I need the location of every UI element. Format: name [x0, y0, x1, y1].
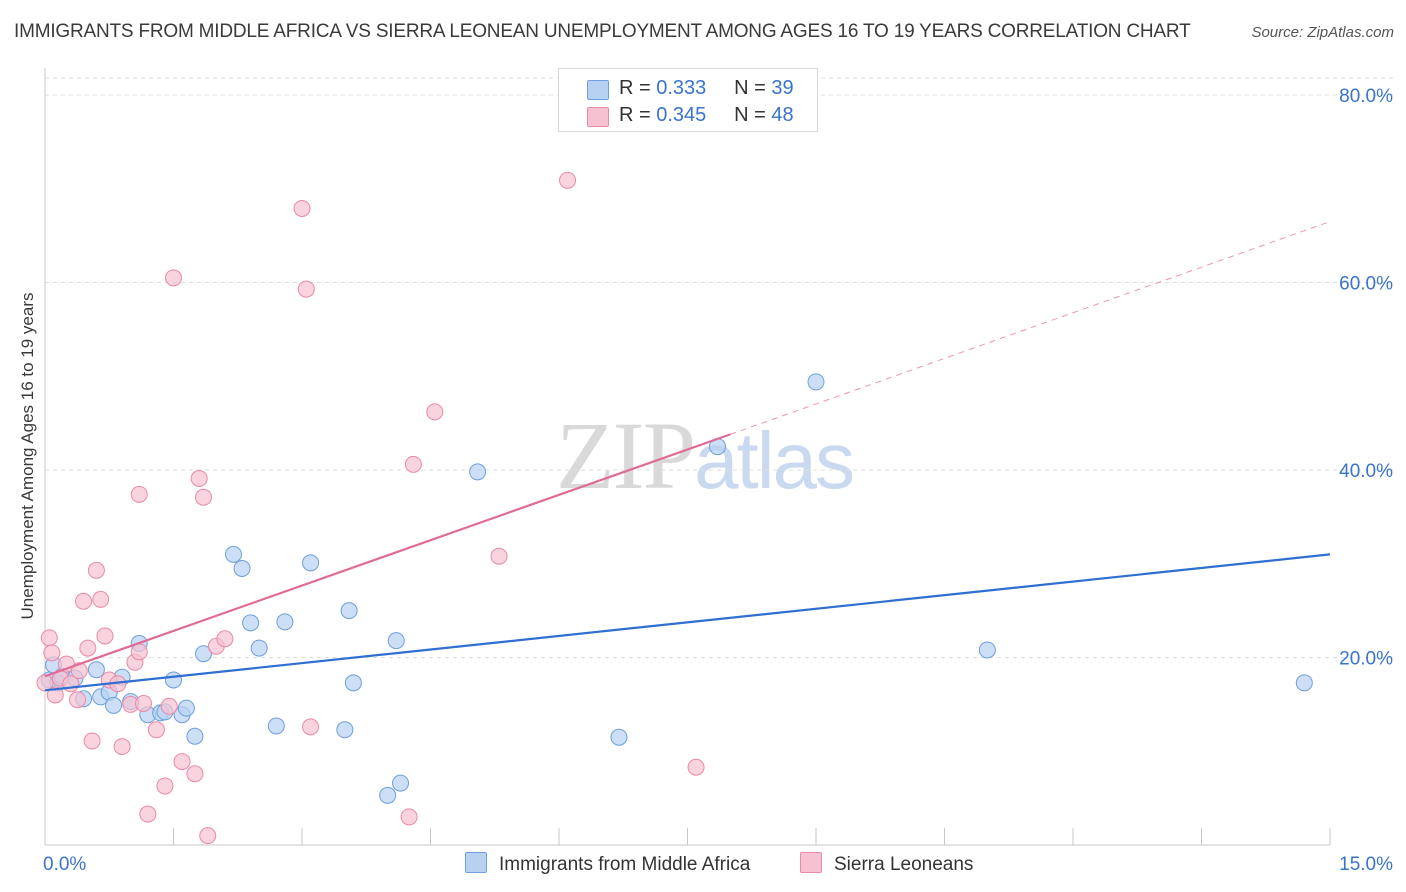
point-sierra-leonean: [130, 643, 148, 661]
point-sierra-leonean: [92, 590, 110, 608]
legend-n-label: N =: [734, 104, 766, 126]
point-middle-africa: [392, 774, 410, 792]
series-label-pink: Sierra Leoneans: [834, 854, 974, 875]
point-sierra-leonean: [293, 199, 311, 217]
point-middle-africa: [610, 728, 628, 746]
legend-n-value: 48: [771, 104, 794, 126]
point-middle-africa: [250, 639, 268, 657]
point-sierra-leonean: [165, 269, 182, 287]
point-middle-africa: [1295, 674, 1313, 692]
point-sierra-leonean: [87, 561, 105, 579]
series-swatch-blue: [465, 852, 487, 873]
point-sierra-leonean: [190, 469, 208, 487]
point-sierra-leonean: [400, 808, 418, 826]
point-sierra-leonean: [559, 171, 577, 189]
point-sierra-leonean: [173, 753, 191, 771]
y-tick-label: 80.0%: [1339, 86, 1393, 107]
point-middle-africa: [344, 674, 362, 692]
point-middle-africa: [186, 727, 204, 745]
trend-line-middle-africa: [44, 553, 1331, 692]
trend-line-sierra-leonean: [44, 433, 731, 678]
point-sierra-leonean: [130, 485, 148, 503]
y-tick-label: 40.0%: [1339, 461, 1393, 482]
legend-r-value: 0.345: [656, 104, 707, 126]
point-middle-africa: [340, 602, 358, 620]
legend-r-label: R =: [619, 104, 651, 126]
point-middle-africa: [194, 645, 212, 663]
point-sierra-leonean: [194, 488, 212, 506]
y-tick-label: 20.0%: [1339, 649, 1393, 670]
point-sierra-leonean: [83, 732, 101, 750]
point-sierra-leonean: [297, 280, 315, 298]
point-middle-africa: [224, 545, 242, 563]
point-sierra-leonean: [147, 721, 165, 739]
point-sierra-leonean: [404, 455, 422, 473]
point-sierra-leonean: [156, 777, 174, 795]
point-sierra-leonean: [40, 629, 58, 647]
point-sierra-leonean: [426, 403, 444, 421]
chart-title: IMMIGRANTS FROM MIDDLE AFRICA VS SIERRA …: [14, 21, 1191, 42]
point-sierra-leonean: [490, 547, 508, 565]
legend-n-label: N =: [734, 77, 766, 99]
point-sierra-leonean: [160, 697, 178, 715]
series-label-blue: Immigrants from Middle Africa: [499, 854, 751, 875]
point-middle-africa: [267, 717, 285, 735]
point-sierra-leonean: [46, 686, 64, 704]
source-label: Source: ZipAtlas.com: [1251, 24, 1394, 41]
legend-r-label: R =: [619, 77, 651, 99]
legend-r-value: 0.333: [656, 77, 707, 99]
point-sierra-leonean: [43, 644, 61, 662]
point-middle-africa: [978, 641, 996, 659]
point-sierra-leonean: [199, 827, 217, 845]
point-sierra-leonean: [186, 765, 204, 783]
point-middle-africa: [165, 671, 182, 689]
point-sierra-leonean: [135, 694, 153, 712]
point-middle-africa: [276, 613, 294, 631]
point-middle-africa: [87, 661, 105, 679]
series-swatch-pink: [800, 852, 822, 873]
correlation-legend: R = 0.333 N = 39 R = 0.345 N = 48: [558, 68, 818, 132]
series-legend-blue: Immigrants from Middle Africa: [465, 852, 750, 876]
x-tick-label: 0.0%: [43, 854, 86, 875]
point-middle-africa: [387, 632, 405, 650]
point-sierra-leonean: [139, 805, 157, 823]
watermark-atlas: atlas: [694, 416, 855, 505]
point-sierra-leonean: [75, 592, 93, 610]
point-middle-africa: [105, 696, 123, 714]
y-tick-label: 60.0%: [1339, 274, 1393, 295]
series-legend-pink: Sierra Leoneans: [800, 852, 973, 876]
point-sierra-leonean: [113, 738, 131, 756]
zipatlas-watermark: ZIPatlas: [556, 400, 855, 511]
x-tick-label: 15.0%: [1339, 854, 1393, 875]
point-sierra-leonean: [36, 674, 54, 692]
legend-swatch-blue: [587, 80, 609, 100]
point-middle-africa: [379, 786, 397, 804]
legend-swatch-pink: [587, 107, 609, 127]
point-sierra-leonean: [96, 627, 114, 645]
point-sierra-leonean: [79, 639, 97, 657]
trend-line-sierra-leonean-extension: [730, 221, 1331, 435]
point-middle-africa: [177, 699, 195, 717]
legend-n-value: 39: [771, 77, 794, 99]
point-middle-africa: [807, 373, 825, 391]
point-sierra-leonean: [302, 718, 320, 736]
point-middle-africa: [336, 721, 354, 739]
point-sierra-leonean: [216, 630, 234, 648]
point-middle-africa: [233, 559, 251, 577]
point-sierra-leonean: [69, 691, 87, 709]
point-middle-africa: [469, 463, 487, 481]
point-sierra-leonean: [687, 758, 705, 776]
point-middle-africa: [302, 554, 320, 572]
point-middle-africa: [242, 614, 260, 632]
